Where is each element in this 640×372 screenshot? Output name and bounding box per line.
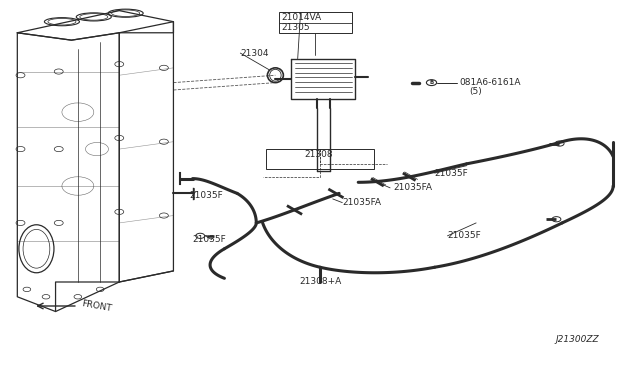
Circle shape xyxy=(159,213,168,218)
Circle shape xyxy=(115,62,124,67)
Text: 21035FA: 21035FA xyxy=(342,198,381,207)
Text: (5): (5) xyxy=(470,87,483,96)
Circle shape xyxy=(552,217,561,222)
Text: 21304: 21304 xyxy=(241,49,269,58)
Circle shape xyxy=(196,233,205,238)
Text: 21308+A: 21308+A xyxy=(299,278,341,286)
Circle shape xyxy=(115,209,124,214)
Text: J21300ZZ: J21300ZZ xyxy=(556,335,600,344)
Circle shape xyxy=(54,147,63,152)
Circle shape xyxy=(23,287,31,292)
Circle shape xyxy=(97,287,104,292)
Circle shape xyxy=(16,220,25,225)
Circle shape xyxy=(54,220,63,225)
Circle shape xyxy=(426,80,436,86)
Text: FRONT: FRONT xyxy=(81,299,113,313)
Text: 081A6-6161A: 081A6-6161A xyxy=(459,78,520,87)
Circle shape xyxy=(115,135,124,141)
Text: 21035F: 21035F xyxy=(447,231,481,240)
Text: 21014VA: 21014VA xyxy=(282,13,322,22)
Text: 21308: 21308 xyxy=(304,150,333,159)
Text: 21305: 21305 xyxy=(282,23,310,32)
Circle shape xyxy=(159,139,168,144)
Text: B: B xyxy=(429,80,434,85)
Circle shape xyxy=(16,147,25,152)
Circle shape xyxy=(159,65,168,70)
Circle shape xyxy=(74,295,82,299)
Bar xyxy=(278,13,352,33)
Bar xyxy=(266,149,374,169)
Text: 21035F: 21035F xyxy=(193,235,227,244)
Circle shape xyxy=(42,295,50,299)
Circle shape xyxy=(54,69,63,74)
Circle shape xyxy=(555,141,564,146)
Text: 21035FA: 21035FA xyxy=(394,183,432,192)
Text: 21035F: 21035F xyxy=(435,169,468,177)
Circle shape xyxy=(16,73,25,78)
Text: 21035F: 21035F xyxy=(189,191,223,200)
